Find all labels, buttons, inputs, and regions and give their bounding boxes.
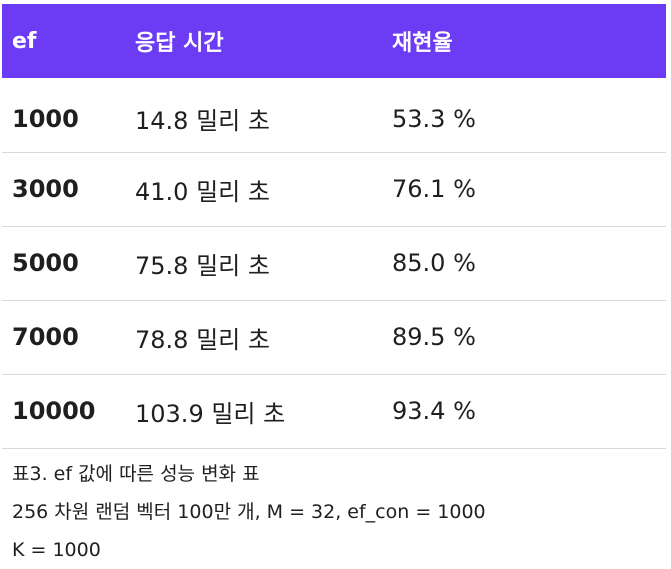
cell-response-time: 103.9 밀리 초: [135, 399, 286, 428]
table-body: 1000 14.8 밀리 초 53.3 % 3000 41.0 밀리 초 76.…: [2, 78, 666, 448]
cell-ef: 3000: [12, 175, 79, 203]
header-recall: 재현율: [392, 31, 453, 56]
table-row: 1000 14.8 밀리 초 53.3 %: [2, 78, 666, 152]
header-row: ef 응답 시간 재현율: [2, 4, 666, 78]
table-header: ef 응답 시간 재현율: [2, 4, 666, 78]
caption-k-value: K = 1000: [12, 539, 101, 561]
cell-recall: 53.3 %: [392, 104, 476, 133]
cell-response-time: 14.8 밀리 초: [135, 107, 270, 136]
cell-ef: 7000: [12, 323, 79, 351]
cell-recall: 76.1 %: [392, 175, 476, 203]
cell-response-time: 41.0 밀리 초: [135, 177, 270, 206]
table-row: 5000 75.8 밀리 초 85.0 %: [2, 226, 666, 300]
cell-recall: 93.4 %: [392, 397, 476, 425]
table-caption: 표3. ef 값에 따른 성능 변화 표 256 차원 랜덤 벡터 100만 개…: [12, 455, 662, 569]
ef-performance-table: ef 응답 시간 재현율 1000 14.8 밀리 초 53.3 % 3000 …: [2, 4, 666, 449]
cell-recall: 85.0 %: [392, 249, 476, 277]
cell-ef: 1000: [12, 104, 79, 133]
table-row: 7000 78.8 밀리 초 89.5 %: [2, 300, 666, 374]
header-response-time: 응답 시간: [135, 31, 224, 56]
cell-ef: 10000: [12, 397, 96, 425]
cell-response-time: 75.8 밀리 초: [135, 251, 270, 280]
cell-recall: 89.5 %: [392, 323, 476, 351]
caption-title: 표3. ef 값에 따른 성능 변화 표: [12, 463, 260, 485]
cell-ef: 5000: [12, 249, 79, 277]
table-row: 10000 103.9 밀리 초 93.4 %: [2, 374, 666, 448]
header-ef: ef: [12, 28, 37, 54]
caption-conditions: 256 차원 랜덤 벡터 100만 개, M = 32, ef_con = 10…: [12, 501, 486, 523]
cell-response-time: 78.8 밀리 초: [135, 325, 270, 354]
table-row: 3000 41.0 밀리 초 76.1 %: [2, 152, 666, 226]
